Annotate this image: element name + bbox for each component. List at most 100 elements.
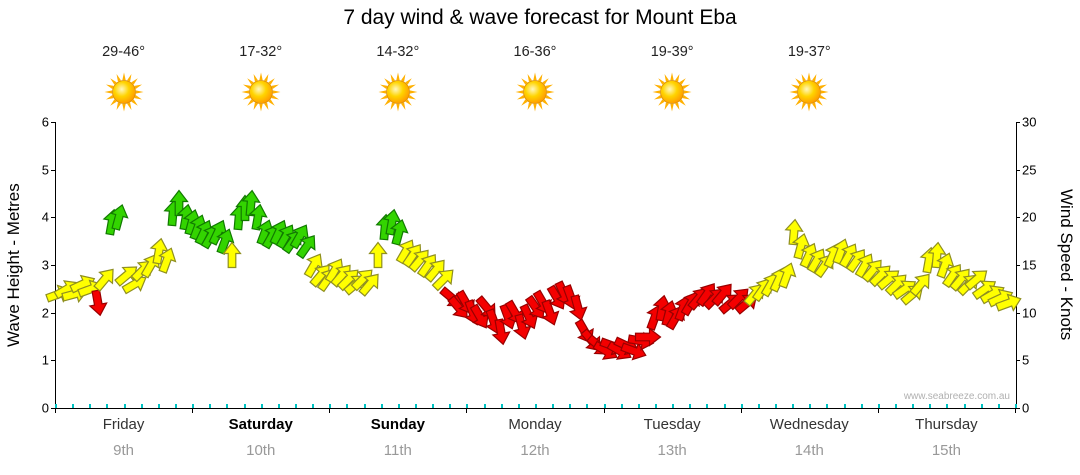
wind-speed-tick-label: 10	[1022, 305, 1037, 321]
teal-axis-tick	[569, 404, 572, 408]
wave-height-tick-label: 3	[41, 257, 49, 273]
wind-arrow	[906, 269, 936, 299]
wind-arrow	[164, 188, 194, 218]
temp-range: 16-36°	[513, 44, 557, 60]
watermark: www.seabreeze.com.au	[903, 391, 1010, 402]
plot-area: www.seabreeze.com.au	[45, 122, 1022, 409]
teal-axis-tick	[483, 404, 486, 408]
wind-arrow	[994, 288, 1024, 318]
tick-mark	[877, 409, 879, 413]
teal-axis-tick	[415, 404, 417, 408]
wind-arrow	[210, 226, 240, 256]
tick-mark	[1016, 169, 1020, 171]
date-label: 10th	[246, 442, 276, 459]
date-label: 9th	[113, 442, 134, 459]
tick-mark	[51, 408, 55, 409]
teal-axis-tick	[997, 404, 1000, 408]
teal-axis-tick	[689, 404, 692, 408]
sun-icon	[515, 72, 555, 117]
right-axis-label: Wind Speed - Knots	[1057, 189, 1076, 341]
teal-axis-tick	[363, 404, 366, 408]
teal-axis-tick	[89, 404, 92, 408]
tick-mark	[1016, 360, 1020, 362]
teal-axis-tick	[723, 404, 726, 408]
wind-arrow	[535, 298, 565, 328]
wind-arrow	[217, 240, 247, 270]
day-label: Friday	[102, 416, 145, 433]
sun-icon	[652, 72, 692, 117]
wind-arrow	[962, 264, 992, 294]
teal-axis-tick	[757, 404, 760, 408]
teal-axis-tick	[312, 404, 315, 408]
teal-axis-tick	[740, 404, 743, 408]
teal-axis-tick	[603, 404, 606, 408]
teal-axis-tick	[586, 404, 589, 408]
teal-axis-tick	[860, 404, 863, 408]
teal-axis-tick	[655, 404, 657, 408]
temp-range: 17-32°	[239, 44, 283, 60]
tick-mark	[192, 409, 194, 413]
teal-axis-tick	[517, 404, 520, 408]
wind-arrow	[779, 217, 809, 247]
wind-speed-tick-label: 5	[1022, 352, 1030, 368]
teal-axis-tick	[620, 404, 623, 408]
wind-arrow	[243, 202, 273, 232]
page-title: 7 day wind & wave forecast for Mount Eba	[343, 6, 737, 29]
wind-arrow	[563, 293, 593, 323]
tick-mark	[1016, 217, 1020, 219]
wind-arrow	[922, 240, 952, 270]
day-label: Saturday	[228, 416, 293, 433]
tick-mark	[329, 409, 331, 413]
sun-icon	[104, 72, 144, 117]
tick-mark	[51, 360, 55, 362]
wind-arrow	[90, 264, 120, 294]
teal-axis-tick	[535, 404, 537, 408]
date-label: 13th	[657, 442, 687, 459]
teal-axis-tick	[226, 404, 229, 408]
wind-speed-tick-label: 20	[1022, 209, 1037, 225]
teal-axis-tick	[295, 404, 297, 408]
date-label: 11th	[383, 442, 412, 459]
teal-axis-tick	[123, 404, 126, 408]
teal-axis-tick	[209, 404, 212, 408]
wave-height-tick-label: 2	[41, 305, 49, 321]
teal-axis-tick	[877, 404, 880, 408]
teal-axis-tick	[55, 404, 57, 408]
wind-speed-tick-label: 25	[1022, 162, 1037, 178]
teal-axis-tick	[260, 404, 263, 408]
teal-axis-tick	[157, 404, 160, 408]
wind-speed-tick-label: 30	[1022, 114, 1037, 130]
tick-mark	[1016, 312, 1020, 314]
teal-axis-tick	[277, 404, 280, 408]
tick-mark	[1016, 122, 1020, 123]
date-label: 12th	[520, 442, 550, 459]
day-label: Monday	[508, 416, 562, 433]
teal-axis-tick	[192, 404, 195, 408]
teal-axis-tick	[432, 404, 435, 408]
teal-axis-tick	[243, 404, 246, 408]
wind-arrow	[429, 264, 459, 294]
teal-axis-tick	[809, 404, 812, 408]
teal-axis-tick	[946, 404, 949, 408]
teal-axis-tick	[843, 404, 846, 408]
teal-axis-tick	[980, 404, 983, 408]
wave-height-tick-label: 5	[41, 162, 49, 178]
wind-arrow	[292, 231, 322, 261]
teal-axis-tick	[72, 404, 75, 408]
wind-arrow	[144, 236, 174, 266]
date-label: 14th	[794, 442, 824, 459]
teal-axis-tick	[175, 404, 177, 408]
wind-arrow	[236, 188, 266, 218]
teal-axis-tick	[552, 404, 555, 408]
wind-arrow	[772, 260, 802, 290]
tick-mark	[51, 265, 55, 266]
tick-mark	[51, 122, 55, 123]
wave-height-tick-label: 4	[41, 209, 49, 225]
temp-range: 29-46°	[102, 44, 146, 60]
wind-arrow	[355, 269, 385, 299]
teal-axis-tick	[963, 404, 966, 408]
date-label: 15th	[931, 442, 962, 459]
sun-icon	[789, 72, 829, 117]
temp-range: 19-37°	[787, 44, 831, 60]
